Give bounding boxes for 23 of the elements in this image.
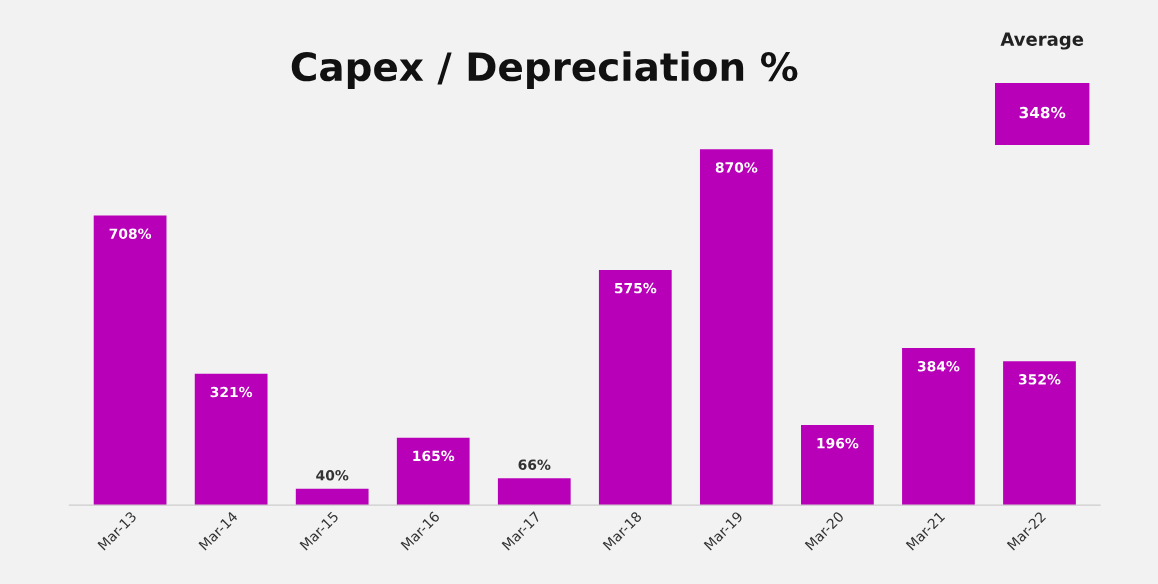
- bar: [902, 348, 975, 506]
- text: Average: [1000, 32, 1084, 50]
- bar: [497, 478, 571, 506]
- data-label: 196%: [817, 437, 859, 449]
- bar: [1003, 361, 1076, 506]
- bar: [295, 488, 369, 506]
- bar: [801, 424, 874, 506]
- bar: [396, 437, 470, 506]
- data-label: 66%: [518, 459, 551, 470]
- data-label: 384%: [917, 361, 960, 372]
- data-label: 40%: [316, 470, 349, 481]
- bar: [699, 149, 773, 506]
- data-label: 352%: [1018, 374, 1061, 385]
- chart-title: Capex / Depreciation %: [291, 51, 798, 89]
- bar: [194, 373, 268, 506]
- data-label: 575%: [614, 282, 657, 294]
- text: 348%: [1019, 106, 1066, 119]
- bar: [598, 269, 672, 506]
- data-label: 708%: [109, 228, 152, 239]
- data-label: 165%: [413, 450, 455, 462]
- bar: [93, 215, 167, 506]
- data-label: 321%: [210, 386, 253, 398]
- data-label: 870%: [715, 162, 758, 173]
